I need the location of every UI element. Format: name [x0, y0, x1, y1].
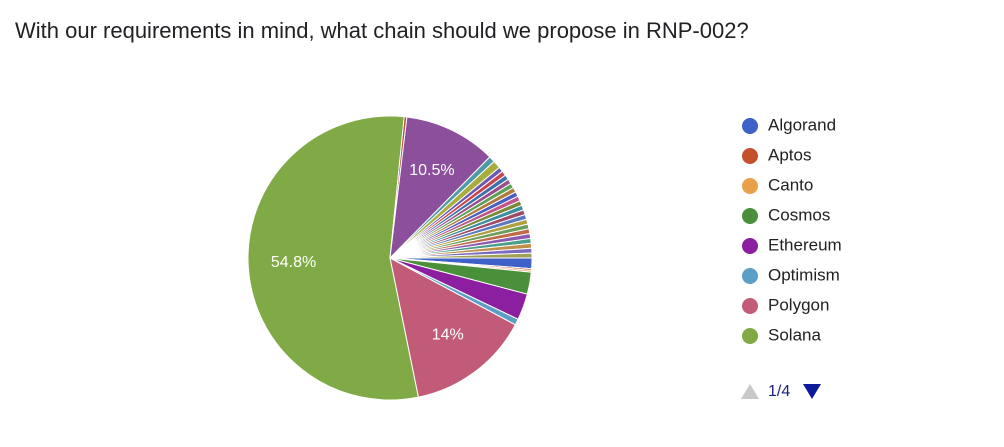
- legend-label: Polygon: [768, 295, 829, 314]
- legend-label: Algorand: [768, 115, 836, 134]
- pie-slice: [389, 116, 491, 260]
- value-label: 14%: [432, 327, 464, 344]
- value-label: 54.8%: [271, 254, 316, 271]
- legend-label: Canto: [768, 175, 813, 194]
- chart-title: With our requirements in mind, what chai…: [15, 18, 749, 43]
- legend-label: Solana: [768, 325, 821, 344]
- legend-marker: [742, 238, 758, 254]
- legend-label: Ethereum: [768, 235, 842, 254]
- pie-slice: [389, 257, 516, 398]
- legend-label: Optimism: [768, 265, 840, 284]
- pie-slice: [389, 252, 533, 259]
- pie-slice: [247, 115, 419, 401]
- legend-next-page[interactable]: [803, 384, 821, 399]
- legend-marker: [742, 178, 758, 194]
- legend-label: Aptos: [768, 145, 811, 164]
- legend-marker: [742, 298, 758, 314]
- legend-marker: [742, 328, 758, 344]
- legend-marker: [742, 148, 758, 164]
- legend-marker: [742, 208, 758, 224]
- legend-prev-page[interactable]: [741, 384, 759, 399]
- legend-marker: [742, 268, 758, 284]
- legend-label: Cosmos: [768, 205, 830, 224]
- value-label: 10.5%: [409, 162, 454, 179]
- legend-page: 1/4: [768, 383, 790, 400]
- legend-marker: [742, 118, 758, 134]
